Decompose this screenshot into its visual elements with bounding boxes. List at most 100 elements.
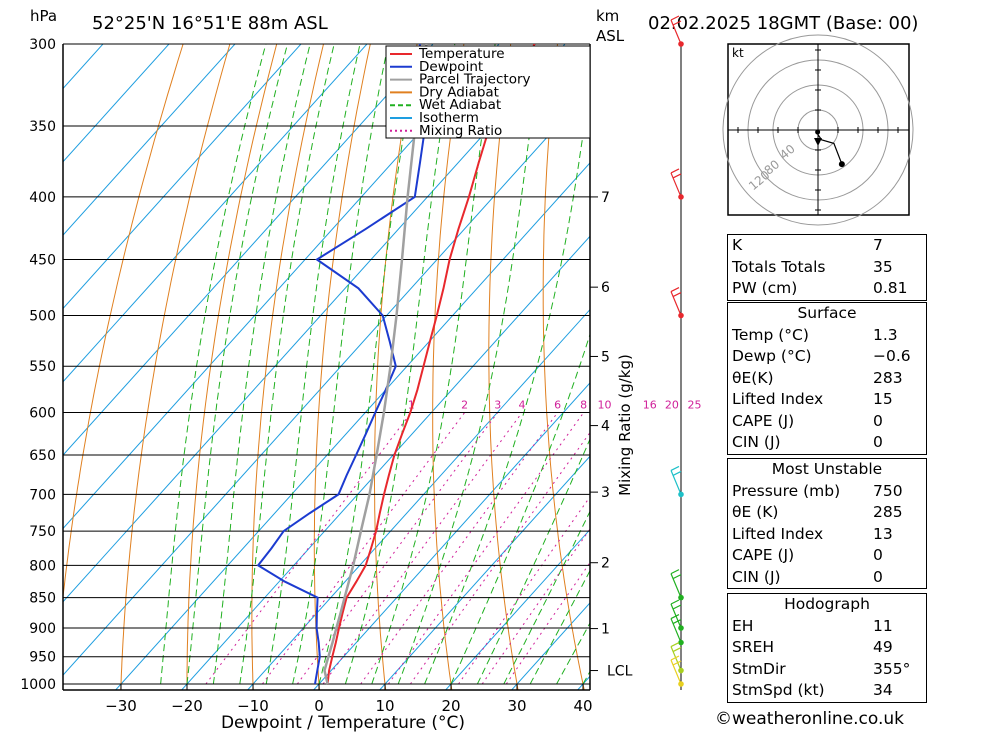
wind-barb-staff [670,618,682,643]
stmspd-value: 34 [873,681,893,699]
surface-temp-value: 1.3 [873,325,898,344]
copyright-icon: © [715,709,732,729]
temperature-tick-label: −20 [171,697,203,715]
dry-adiabat-line [63,44,184,602]
hodo-row: StmSpd (kt) 34 [728,680,926,702]
pw-value: 0.81 [873,279,908,297]
wind-barb-staff [670,470,682,495]
temperature-tick-label: −30 [105,697,137,715]
wet-adiabat-line [397,44,543,685]
surface-row: CIN (J) 0 [728,432,926,454]
legend-label: Isotherm [419,110,479,126]
mixing-ratio-line [360,412,559,685]
isotherm-line [63,44,368,383]
temperature-line [326,44,536,685]
mu-thetae-label: θE (K) [732,503,779,521]
mixing-ratio-label: 2 [461,398,468,411]
wind-barb-flag [672,619,682,625]
dry-adiabat-line [647,26,723,710]
legend-label: Mixing Ratio [419,123,502,139]
hodo-row: StmDir 355° [728,659,926,681]
surface-dewp-label: Dewp (°C) [732,347,812,365]
surface-dewp-value: −0.6 [873,347,911,365]
eh-label: EH [732,616,754,635]
isotherm-line [444,528,590,690]
credit-text: weatheronline.co.uk [732,709,905,729]
isotherm-line [180,235,590,690]
height-tick-label: 6 [601,280,610,296]
temperature-tick-label: 10 [375,697,394,715]
pressure-tick-label: 400 [29,190,56,206]
wind-barb-flag [670,15,680,21]
hodograph-start-dot [815,129,821,135]
most-unstable-title: Most Unstable [771,460,883,478]
surface-li-value: 15 [873,390,893,408]
surface-row: Dewp (°C) −0.6 [728,346,926,368]
height-tick-label: 7 [601,190,610,206]
surface-title: Surface [797,304,857,322]
height-tick-label: 4 [601,419,610,435]
mu-cape-label: CAPE (J) [732,546,795,564]
dry-adiabat-line [313,44,371,690]
wet-adiabat-line [371,44,496,685]
temperature-tick-label: 0 [314,697,324,715]
pressure-tick-label: 800 [29,558,56,574]
height-unit-label: km [596,7,619,25]
sreh-label: SREH [732,638,775,656]
mixing-ratio-line [505,561,590,685]
pressure-tick-label: 650 [29,448,56,464]
wet-adiabat-line [239,44,335,685]
dry-adiabat-line [432,44,465,690]
legend-label: Parcel Trajectory [419,72,531,88]
k-index-value: 7 [873,236,883,254]
isotherm-line [63,44,236,236]
wet-adiabat-line [186,44,289,685]
wind-barb-staff [670,646,682,671]
wind-barb-flag [672,173,682,179]
wet-adiabat-line [318,44,421,685]
wind-barb-staff [670,573,682,598]
lcl-label: LCL [607,664,633,680]
wet-adiabat-line [160,44,267,685]
wet-adiabat-line [212,44,311,685]
wind-barb-flag [670,599,680,605]
wind-barb-flag [672,647,682,653]
surface-cape-value: 0 [873,411,883,430]
hodograph-unit-label: kt [732,46,744,60]
isotherm-line [114,162,590,690]
wet-adiabat-line [344,44,456,685]
mu-li-label: Lifted Index [732,524,824,543]
eh-value: 11 [873,616,893,635]
wind-barb-flag [672,292,682,298]
wind-barb-flag [672,20,682,26]
wet-adiabat-line [424,80,590,685]
wind-barb-icon [670,168,682,198]
wind-barb-flag [670,655,680,661]
pressure-tick-label: 600 [29,405,56,421]
height-unit-label-asl: ASL [596,27,625,45]
pressure-tick-label: 500 [29,309,56,325]
stmdir-value: 355° [873,659,911,678]
pressure-tick-label: 350 [29,119,56,135]
stmdir-label: StmDir [732,659,786,678]
hodograph-ring [722,34,914,226]
wind-barb-icon [670,614,682,643]
hodograph-title: Hodograph [784,595,870,613]
credit-line: ©weatheronline.co.uk [715,709,904,729]
wind-barb-icon [670,655,682,685]
legend-label: Dry Adiabat [419,84,499,100]
totals-totals-value: 35 [873,257,893,276]
isotherm-line [63,44,170,163]
wind-barb-icon [670,15,682,45]
wind-barb-flag [672,660,682,666]
isotherm-line [246,308,590,690]
wind-barb-staff [670,291,682,316]
legend-label: Temperature [418,46,505,62]
legend-label: Wet Adiabat [419,97,501,113]
wind-barb-flag [670,569,680,575]
mu-row: CIN (J) 0 [728,567,926,589]
surface-table: Surface Temp (°C) 1.3 Dewp (°C) −0.6 θE(K)… [727,302,927,455]
